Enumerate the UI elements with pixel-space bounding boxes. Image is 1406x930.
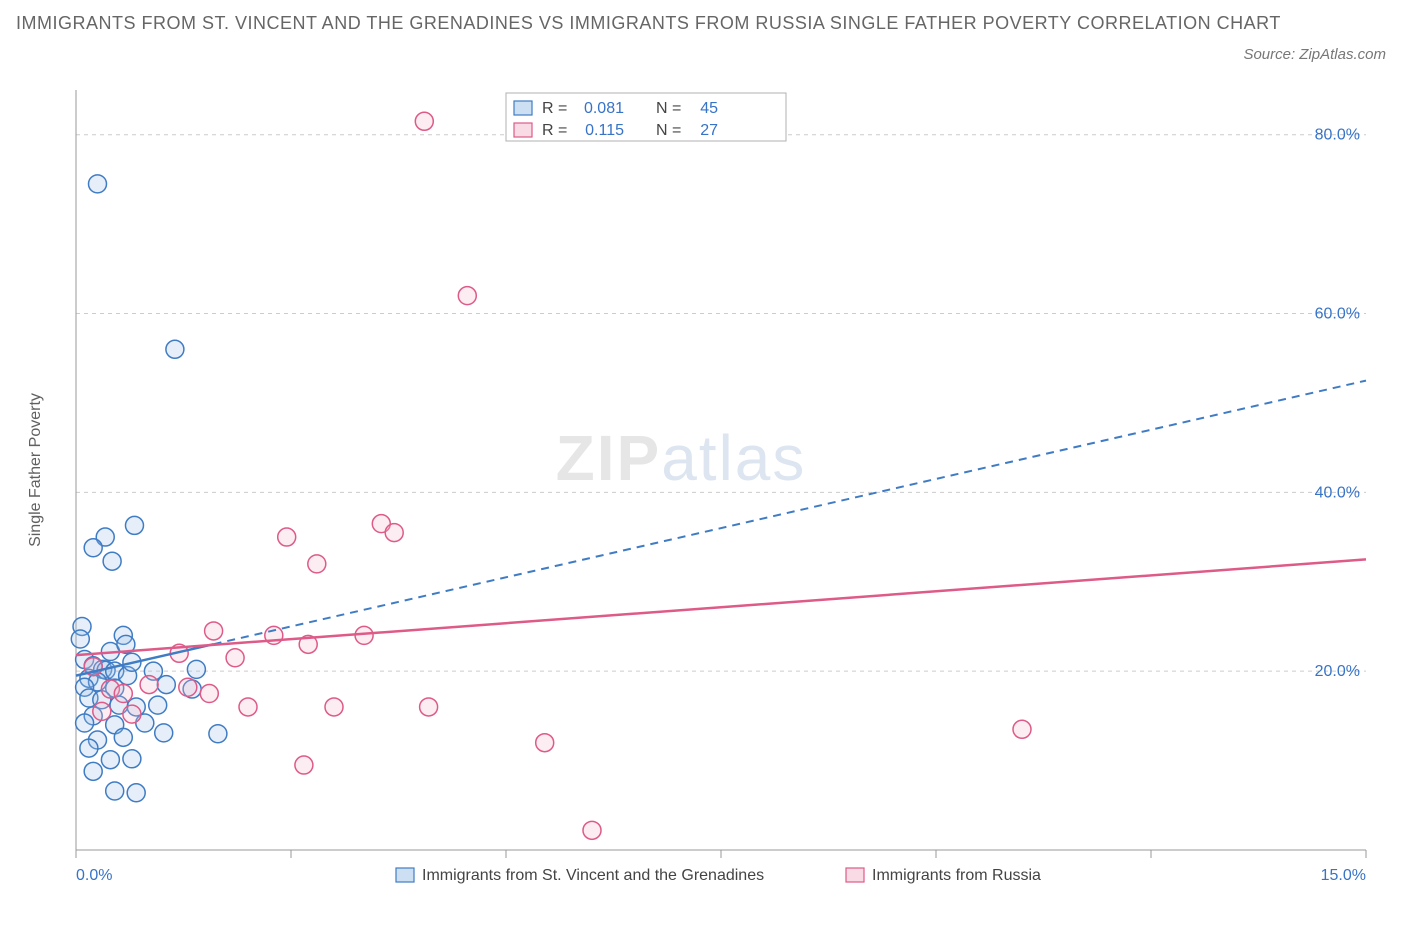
x-tick-label: 0.0% — [76, 867, 112, 884]
series-b-point — [226, 649, 244, 667]
series-b-point — [385, 524, 403, 542]
series-a-point — [80, 739, 98, 757]
legend-n-value: 45 — [700, 100, 718, 117]
series-b-point — [583, 821, 601, 839]
y-tick-label: 40.0% — [1315, 484, 1360, 501]
legend-r-value: 0.081 — [584, 100, 624, 117]
legend-r-value: 0.115 — [585, 122, 624, 139]
series-a-point — [166, 340, 184, 358]
legend-n-label: N = — [656, 100, 681, 117]
series-b-point — [278, 528, 296, 546]
legend-r-label: R = — [542, 122, 567, 139]
series-b-point — [308, 555, 326, 573]
bottom-legend-label: Immigrants from St. Vincent and the Gren… — [422, 867, 764, 884]
legend-r-label: R = — [542, 100, 567, 117]
series-b-point — [200, 685, 218, 703]
y-tick-label: 20.0% — [1315, 663, 1360, 680]
series-a-point — [76, 714, 94, 732]
series-b-point — [536, 734, 554, 752]
series-a-point — [114, 728, 132, 746]
series-a-point — [106, 782, 124, 800]
series-b-point — [420, 698, 438, 716]
series-b-point — [140, 676, 158, 694]
series-a-point — [103, 552, 121, 570]
series-b-point — [1013, 720, 1031, 738]
series-a-point — [101, 751, 119, 769]
series-a-point — [71, 630, 89, 648]
series-b-point — [179, 678, 197, 696]
regression-line-dashed — [214, 381, 1366, 645]
series-b-point — [93, 702, 111, 720]
series-b-point — [325, 698, 343, 716]
series-b-point — [123, 705, 141, 723]
series-a-point — [125, 516, 143, 534]
legend-n-value: 27 — [700, 122, 718, 139]
source-attribution: Source: ZipAtlas.com — [1243, 46, 1386, 63]
series-b-point — [295, 756, 313, 774]
series-b-point — [205, 622, 223, 640]
x-tick-label: 15.0% — [1321, 867, 1366, 884]
regression-line — [76, 559, 1366, 655]
series-a-point — [84, 762, 102, 780]
series-a-point — [123, 750, 141, 768]
y-tick-label: 80.0% — [1315, 127, 1360, 144]
series-a-point — [157, 676, 175, 694]
series-a-point — [209, 725, 227, 743]
series-a-point — [149, 696, 167, 714]
bottom-legend-swatch — [846, 868, 864, 882]
chart-title: IMMIGRANTS FROM ST. VINCENT AND THE GREN… — [0, 0, 1406, 37]
series-b-point — [415, 112, 433, 130]
bottom-legend-label: Immigrants from Russia — [872, 867, 1041, 884]
legend-swatch — [514, 123, 532, 137]
legend-swatch — [514, 101, 532, 115]
bottom-legend-swatch — [396, 868, 414, 882]
series-b-point — [114, 685, 132, 703]
series-a-point — [155, 724, 173, 742]
series-b-point — [458, 287, 476, 305]
watermark: ZIPatlas — [556, 422, 807, 494]
legend-n-label: N = — [656, 122, 681, 139]
series-a-point — [84, 539, 102, 557]
series-a-point — [89, 175, 107, 193]
y-axis-label: Single Father Poverty — [27, 393, 44, 547]
series-a-point — [127, 784, 145, 802]
y-tick-label: 60.0% — [1315, 306, 1360, 323]
scatter-chart: 20.0% 40.0% 60.0% 80.0% ZIPatlas 0.0% 15.0% Sin… — [16, 80, 1390, 910]
series-b-point — [239, 698, 257, 716]
series-a-point — [187, 660, 205, 678]
